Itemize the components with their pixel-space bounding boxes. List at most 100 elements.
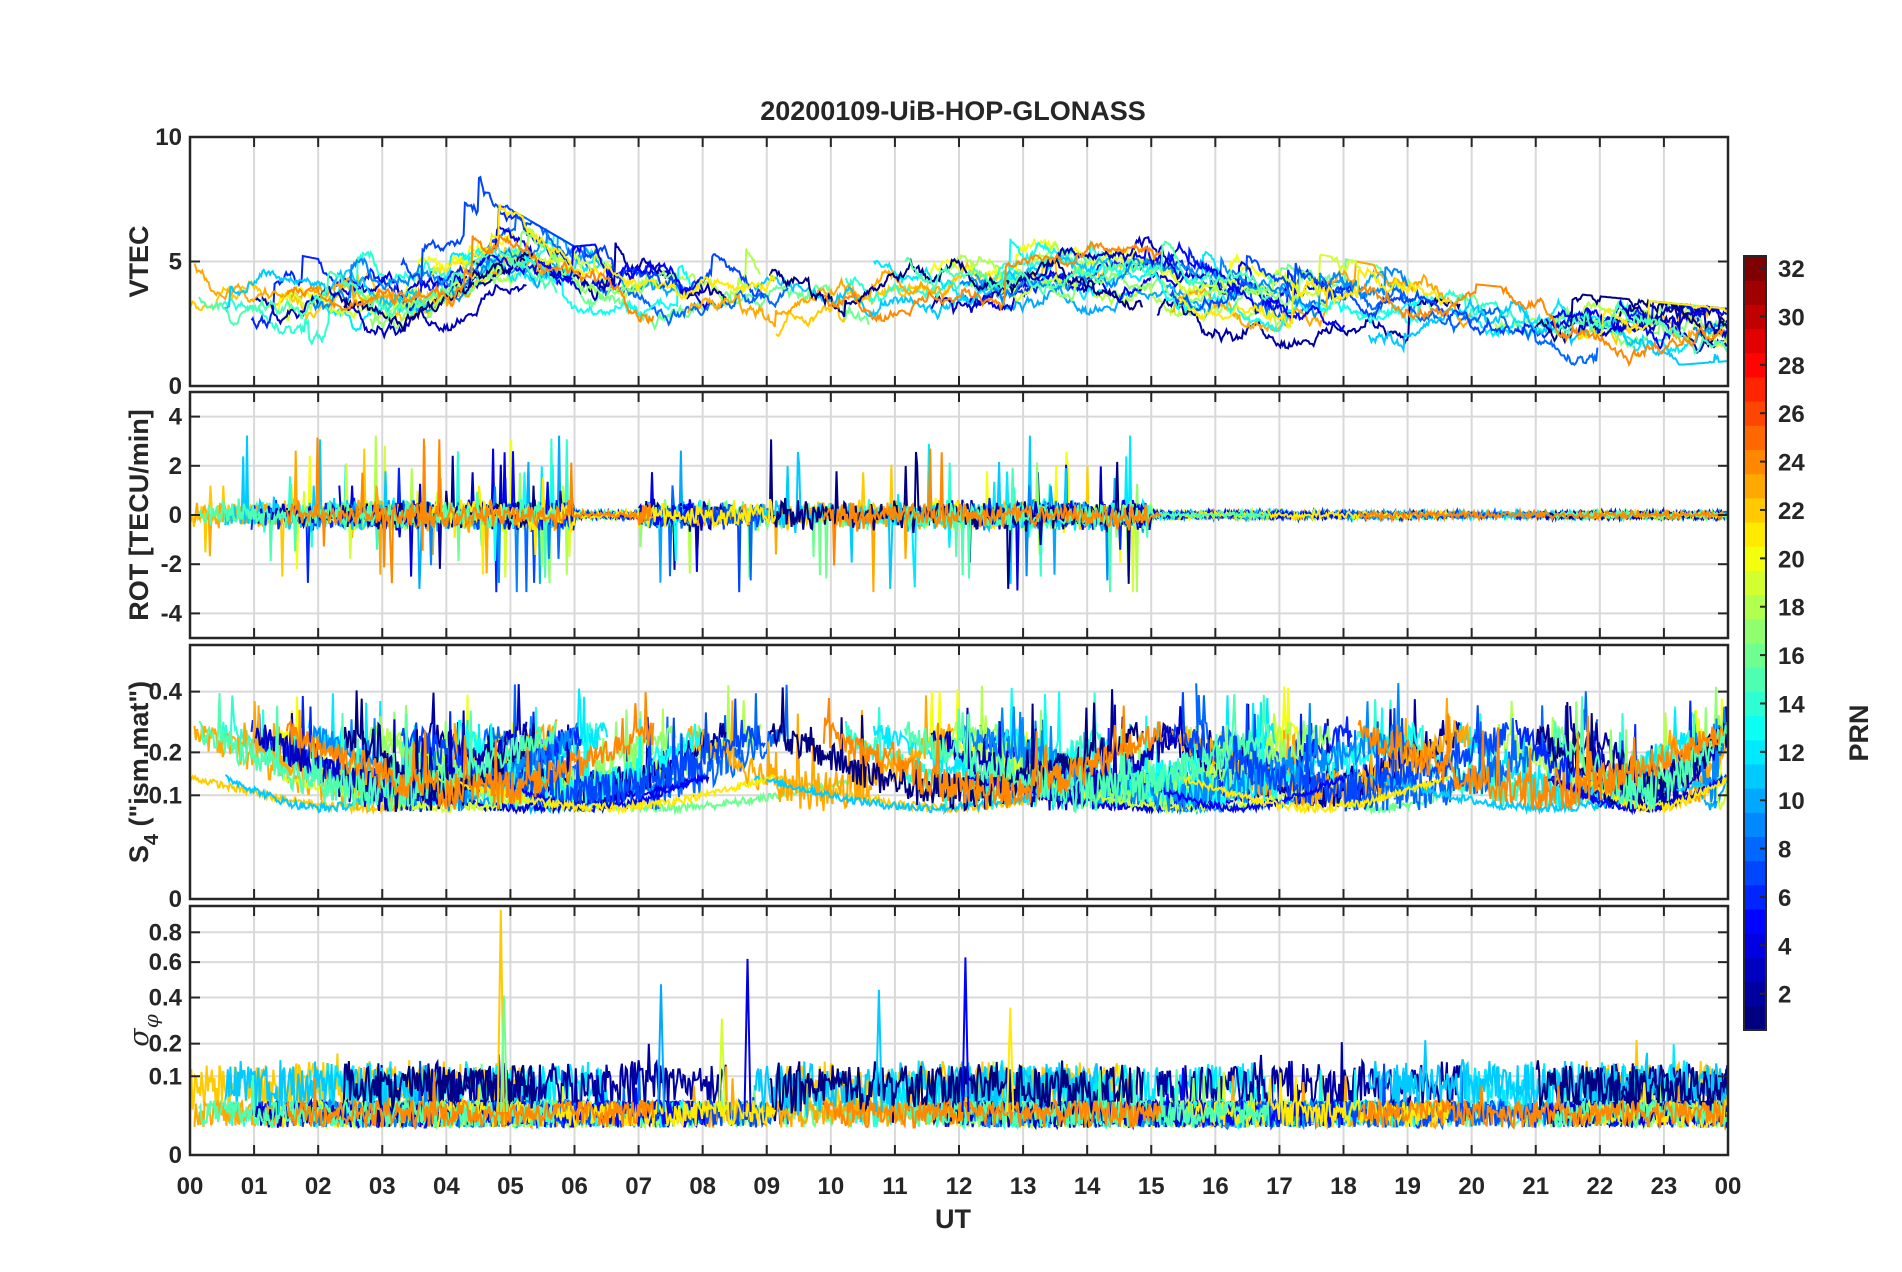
sigma_phi-y-axis-label: σφ [124, 1014, 163, 1046]
x-tick-label: 21 [1522, 1173, 1549, 1200]
series-line-prn-21 [1178, 775, 1451, 815]
colorbar-swatch [1744, 643, 1766, 668]
series-line-prn-24 [285, 437, 654, 584]
series-line-prn-7 [1169, 692, 1510, 812]
colorbar-swatch [1744, 691, 1766, 717]
rot-panel: -4 -2 0 2 4 ROT [TECU/min] [124, 390, 1730, 640]
vtec-y-tick-label: 10 [155, 124, 182, 151]
series-line-prn-5 [487, 243, 704, 295]
series-line-prn-5 [1129, 773, 1346, 814]
x-tick-label: 07 [625, 1173, 652, 1200]
series-line-prn-24 [286, 234, 655, 325]
colorbar-tick-label: 26 [1778, 401, 1805, 428]
x-tick-label: 18 [1330, 1173, 1357, 1200]
vtec-y-axis-label: VTEC [124, 225, 154, 297]
s4-panel: 0 0.1 0.2 0.4S4 ("ism.mat") [124, 643, 1730, 913]
sigma_phi-series [190, 1040, 1728, 1132]
colorbar-swatch [1744, 594, 1766, 620]
colorbar-swatch [1744, 909, 1766, 934]
x-tick-label: 01 [241, 1173, 268, 1200]
colorbar-tick-label: 16 [1778, 643, 1805, 670]
x-axis-label: UT [935, 1204, 971, 1234]
colorbar-swatch [1744, 401, 1766, 426]
colorbar-tick-label: 10 [1778, 788, 1805, 815]
sigma-phi-peak [961, 957, 970, 1112]
sigma_phi-y-tick-label: 0.2 [149, 1031, 182, 1058]
sigma_phi-y-tick-label: 0.6 [149, 949, 182, 976]
vtec-y-tick-label: 0 [169, 373, 182, 400]
colorbar-tick-label: 30 [1778, 304, 1805, 331]
x-tick-label: 02 [305, 1173, 332, 1200]
series-line-prn-3 [930, 704, 1184, 811]
colorbar-swatch [1744, 497, 1766, 523]
sigma-phi-peak [657, 984, 666, 1112]
colorbar-swatch [1744, 546, 1766, 571]
x-tick-label: 05 [497, 1173, 524, 1200]
colorbar-tick-label: 24 [1778, 450, 1805, 477]
rot-y-axis-label: ROT [TECU/min] [124, 409, 154, 620]
series-line-prn-18 [1494, 300, 1728, 341]
series-line-prn-23 [1170, 260, 1471, 333]
x-tick-label: 11 [882, 1173, 907, 1200]
series-line-prn-9 [959, 254, 1409, 319]
colorbar-swatch [1744, 280, 1766, 305]
series-line-prn-1 [769, 1060, 1144, 1124]
colorbar-swatch [1744, 1005, 1766, 1031]
series-line-prn-24 [822, 697, 1162, 811]
rot-y-tick-label: -4 [161, 600, 183, 627]
colorbar-swatch [1744, 256, 1766, 281]
colorbar-tick-label: 28 [1778, 353, 1805, 380]
series-line-prn-7 [1169, 254, 1510, 337]
x-axis: 00 01 02 03 04 05 06 07 08 09 10 11 12 13 14 15 16 17 18 19… [177, 1173, 1742, 1200]
sigma-phi-peak [874, 989, 883, 1112]
series-line-prn-24 [1357, 506, 1725, 524]
series-line-prn-21 [1178, 1072, 1451, 1128]
series-line-prn-24 [822, 1097, 1162, 1129]
s4-y-tick-label: 0.2 [149, 739, 182, 766]
series-line-prn-3 [930, 235, 1184, 316]
colorbar-swatch [1744, 981, 1766, 1007]
colorbar-tick-label: 2 [1778, 982, 1791, 1009]
series-line-prn-19 [1713, 336, 1728, 349]
sigma_phi-y-tick-label: 0 [169, 1142, 182, 1169]
sigma-phi-peak [500, 995, 509, 1112]
x-tick-label: 17 [1266, 1173, 1293, 1200]
colorbar-tick-label: 18 [1778, 595, 1805, 622]
x-tick-label: 13 [1010, 1173, 1037, 1200]
series-line-prn-21 [430, 772, 776, 815]
colorbar-swatch [1744, 933, 1766, 958]
sigma_phi-y-tick-label: 0.8 [149, 919, 182, 946]
colorbar-swatch [1744, 860, 1766, 886]
sigma-phi-peak [717, 1018, 726, 1112]
colorbar-swatch [1744, 715, 1766, 741]
colorbar-swatch [1744, 812, 1766, 837]
s4-y-tick-label: 0 [169, 886, 182, 913]
colorbar-tick-label: 20 [1778, 546, 1805, 573]
series-line-prn-17 [369, 230, 678, 332]
colorbar-swatch [1744, 739, 1766, 765]
x-tick-label: 15 [1138, 1173, 1165, 1200]
rot-y-tick-label: 4 [169, 404, 183, 431]
x-tick-label: 00 [1715, 1173, 1742, 1200]
x-tick-label: 12 [946, 1173, 973, 1200]
sigma-phi-peak [743, 958, 752, 1112]
x-tick-label: 09 [753, 1173, 780, 1200]
colorbar-swatch [1744, 376, 1766, 402]
colorbar-swatch [1744, 328, 1766, 354]
series-line-prn-24 [1357, 1085, 1725, 1130]
colorbar-frame [1743, 255, 1767, 1031]
series-line-prn-24 [285, 692, 655, 810]
s4-y-tick-label: 0.1 [149, 782, 182, 809]
rot-series [190, 435, 1728, 593]
sigma_phi-y-tick-label: 0.4 [149, 985, 183, 1012]
series-line-prn-3 [255, 283, 527, 340]
colorbar-tick-label: 14 [1778, 691, 1805, 718]
series-line-prn-9 [1692, 322, 1728, 336]
vtec-series [190, 175, 1728, 367]
colorbar-tick-label: 4 [1778, 933, 1792, 960]
series-line-prn-15 [903, 693, 1270, 814]
colorbar-tick-label: 8 [1778, 837, 1791, 864]
colorbar-swatch [1744, 449, 1766, 475]
